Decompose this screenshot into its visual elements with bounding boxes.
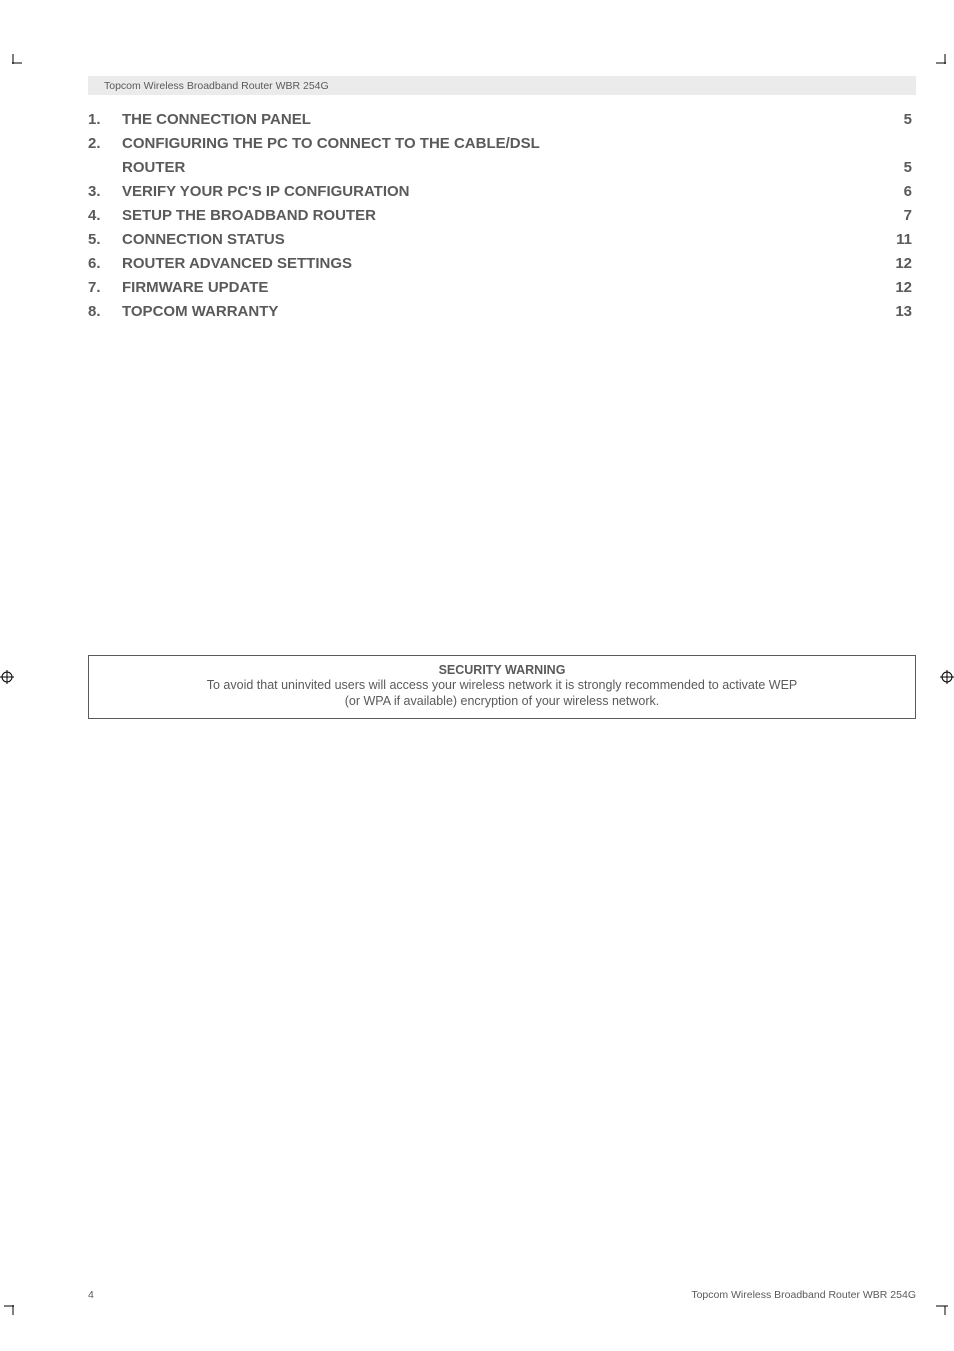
header-band: Topcom Wireless Broadband Router WBR 254… bbox=[88, 76, 916, 95]
toc-item-number: 2. bbox=[88, 132, 122, 180]
crop-mark-icon bbox=[936, 1297, 954, 1315]
toc-item-number: 8. bbox=[88, 300, 122, 324]
toc-row: 6. ROUTER ADVANCED SETTINGS 12 bbox=[88, 252, 912, 276]
toc-item-number: 1. bbox=[88, 108, 122, 132]
toc-item-page: 12 bbox=[883, 276, 912, 300]
toc-item-number: 6. bbox=[88, 252, 122, 276]
toc-item-page: 12 bbox=[883, 252, 912, 276]
toc-item-page: 5 bbox=[884, 156, 912, 180]
footer-product-text: Topcom Wireless Broadband Router WBR 254… bbox=[691, 1289, 916, 1301]
registration-mark-icon bbox=[0, 670, 14, 684]
crop-mark-icon bbox=[4, 1297, 22, 1315]
toc-item-page: 13 bbox=[883, 300, 912, 324]
toc-item-number: 7. bbox=[88, 276, 122, 300]
toc-item-title: THE CONNECTION PANEL bbox=[122, 108, 311, 132]
toc-item-page: 7 bbox=[884, 204, 912, 228]
toc-row: 4. SETUP THE BROADBAND ROUTER 7 bbox=[88, 204, 912, 228]
warning-body-line: (or WPA if available) encryption of your… bbox=[101, 693, 903, 709]
toc-row: 2. CONFIGURING THE PC TO CONNECT TO THE … bbox=[88, 132, 912, 180]
toc-row: 7. FIRMWARE UPDATE 12 bbox=[88, 276, 912, 300]
toc-item-number: 5. bbox=[88, 228, 122, 252]
registration-mark-icon bbox=[940, 670, 954, 684]
warning-title: SECURITY WARNING bbox=[101, 663, 903, 677]
toc-row: 1. THE CONNECTION PANEL 5 bbox=[88, 108, 912, 132]
toc-row: 5. CONNECTION STATUS 11 bbox=[88, 228, 912, 252]
security-warning-box: SECURITY WARNING To avoid that uninvited… bbox=[88, 655, 916, 719]
table-of-contents: 1. THE CONNECTION PANEL 5 2. CONFIGURING… bbox=[88, 108, 912, 324]
toc-item-title: FIRMWARE UPDATE bbox=[122, 276, 268, 300]
toc-item-page: 6 bbox=[884, 180, 912, 204]
toc-row: 8. TOPCOM WARRANTY 13 bbox=[88, 300, 912, 324]
toc-item-title: CONFIGURING THE PC TO CONNECT TO THE CAB… bbox=[122, 132, 540, 180]
toc-item-title: CONNECTION STATUS bbox=[122, 228, 285, 252]
toc-item-number: 3. bbox=[88, 180, 122, 204]
toc-item-number: 4. bbox=[88, 204, 122, 228]
toc-item-title: TOPCOM WARRANTY bbox=[122, 300, 278, 324]
header-product-text: Topcom Wireless Broadband Router WBR 254… bbox=[104, 80, 329, 92]
page-footer: 4 Topcom Wireless Broadband Router WBR 2… bbox=[88, 1289, 916, 1301]
footer-page-number: 4 bbox=[88, 1289, 94, 1301]
warning-body-line: To avoid that uninvited users will acces… bbox=[101, 677, 903, 693]
toc-item-title: VERIFY YOUR PC'S IP CONFIGURATION bbox=[122, 180, 410, 204]
toc-item-title: SETUP THE BROADBAND ROUTER bbox=[122, 204, 376, 228]
crop-mark-icon bbox=[4, 54, 22, 72]
toc-item-page: 5 bbox=[884, 108, 912, 132]
toc-row: 3. VERIFY YOUR PC'S IP CONFIGURATION 6 bbox=[88, 180, 912, 204]
toc-item-page: 11 bbox=[884, 228, 912, 252]
toc-item-title: ROUTER ADVANCED SETTINGS bbox=[122, 252, 352, 276]
crop-mark-icon bbox=[936, 54, 954, 72]
